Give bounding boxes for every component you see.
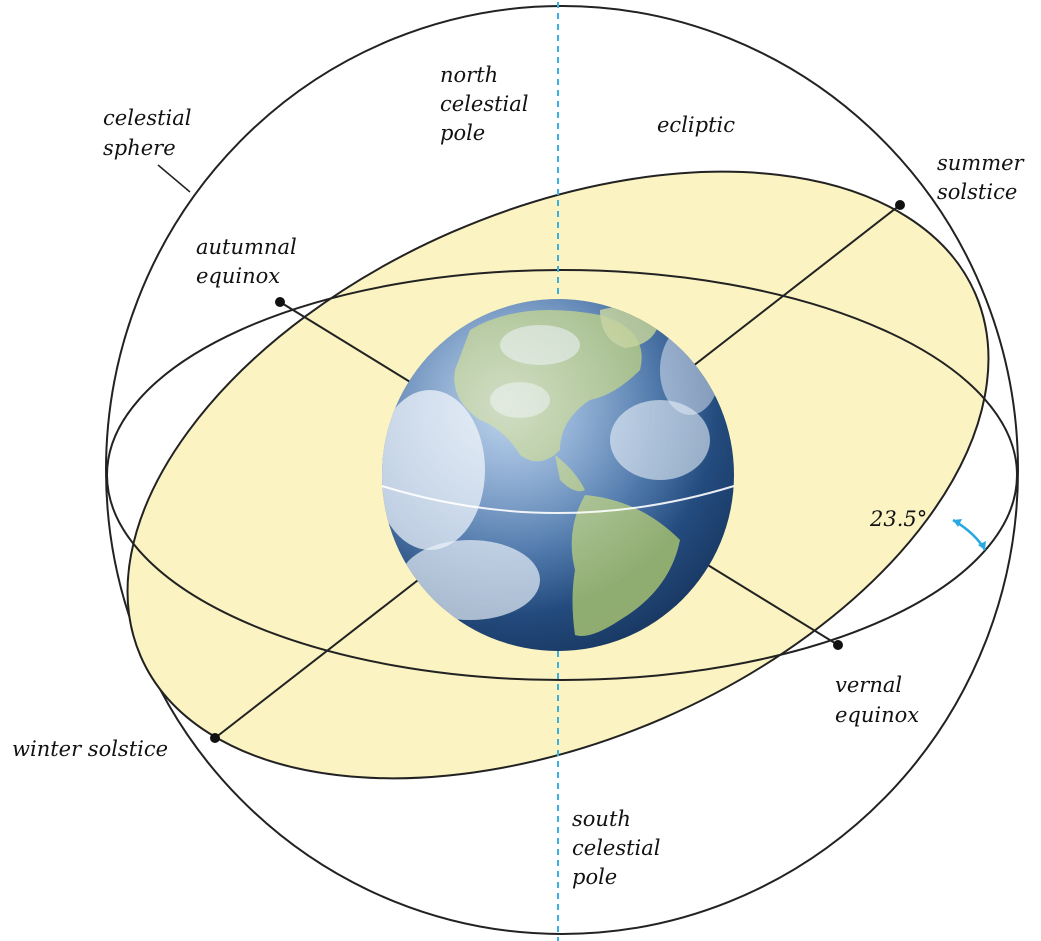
tilt-angle-arrow [952, 518, 987, 551]
autumnal-equinox-label: autumnal equinox [196, 235, 303, 288]
south-celestial-pole-label: south celestial pole [572, 807, 667, 889]
summer-solstice-point [895, 200, 905, 210]
winter-solstice-label: winter solstice [12, 737, 168, 761]
vernal-equinox-point [833, 640, 843, 650]
summer-solstice-label: summer solstice [937, 151, 1030, 204]
celestial-equator [106, 269, 1018, 681]
celestial-sphere-outline [105, 5, 1019, 935]
north-celestial-pole-label: north celestial pole [440, 63, 535, 145]
celestial-sphere-leader [157, 164, 191, 193]
autumnal-equinox-point [275, 297, 285, 307]
vernal-equinox-label: vernal equinox [835, 673, 919, 727]
earth-globe [381, 299, 735, 651]
ecliptic-label: ecliptic [657, 113, 735, 137]
winter-solstice-point [210, 733, 220, 743]
celestial-sphere-label: celestial sphere [103, 106, 198, 160]
tilt-angle-label: 23.5° [869, 507, 927, 531]
